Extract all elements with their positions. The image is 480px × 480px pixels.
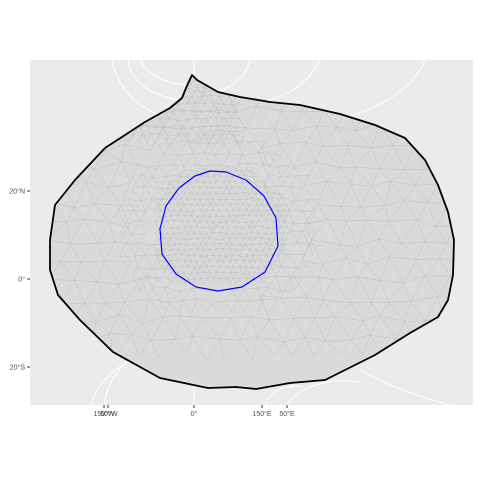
graticule-arc — [359, 369, 451, 405]
y-tick-label: 0° — [18, 276, 25, 284]
x-tick-label: 150°E — [252, 410, 271, 418]
x-tick-label: 50°E — [279, 410, 295, 418]
outer-boundary-line — [49, 74, 455, 390]
x-tick-label: 50°W — [100, 410, 118, 418]
fine-mesh — [153, 163, 290, 285]
graticule-arc — [286, 380, 361, 405]
y-tick-label: 20°N — [9, 188, 25, 196]
medium-mesh — [117, 129, 324, 315]
y-tick-label: 20°S — [10, 364, 26, 372]
inner-boundary-line — [159, 170, 279, 292]
medium-mesh-lines — [117, 129, 324, 315]
fine-mesh-lines — [153, 163, 290, 285]
graticule-arc — [264, 385, 301, 405]
x-axis: 150°W 50°W 0° 150°E 50°E — [93, 405, 295, 418]
y-axis: 20°N 0° 20°S — [9, 188, 30, 372]
x-tick-label: 150°W — [93, 410, 114, 418]
graticule-arc — [139, 60, 186, 86]
graticule-arc — [127, 60, 181, 101]
x-tick-label: 0° — [191, 410, 198, 418]
